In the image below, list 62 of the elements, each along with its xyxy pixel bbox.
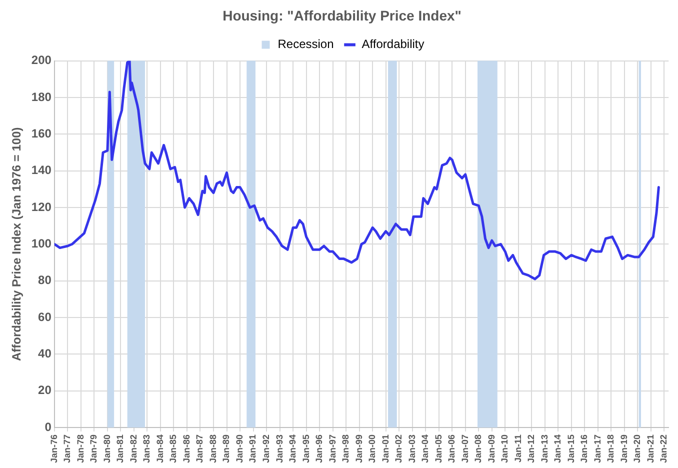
x-tick-label: Jan-02 bbox=[394, 434, 404, 464]
y-tick-label: 140 bbox=[31, 163, 52, 178]
x-tick-label: Jan-81 bbox=[115, 434, 126, 464]
x-tick-label: Jan-88 bbox=[208, 434, 218, 464]
y-tick-label: 200 bbox=[31, 53, 52, 68]
y-tick-label: 160 bbox=[31, 126, 52, 140]
x-tick-label: Jan-20 bbox=[632, 434, 642, 464]
x-tick-label: Jan-05 bbox=[433, 434, 444, 464]
x-tick-label: Jan-12 bbox=[526, 434, 536, 464]
y-tick-label: 60 bbox=[38, 310, 52, 324]
x-tick-label: Jan-80 bbox=[102, 434, 112, 464]
x-tick-label: Jan-82 bbox=[128, 434, 138, 464]
x-tick-label: Jan-15 bbox=[566, 434, 576, 464]
y-tick-label: 120 bbox=[31, 200, 52, 214]
x-tick-label: Jan-04 bbox=[420, 434, 430, 464]
x-tick-label: Jan-16 bbox=[579, 434, 590, 464]
x-tick-label: Jan-93 bbox=[274, 434, 284, 464]
x-tick-label: Jan-08 bbox=[473, 434, 484, 464]
chart-title: Housing: "Affordability Price Index" bbox=[222, 7, 462, 24]
x-tick-label: Jan-94 bbox=[288, 434, 298, 464]
x-tick-label: Jan-21 bbox=[645, 434, 656, 464]
x-tick-label: Jan-86 bbox=[181, 434, 192, 464]
x-tick-label: Jan-98 bbox=[340, 434, 351, 464]
x-tick-label: Jan-76 bbox=[48, 434, 59, 464]
x-tick-label: Jan-13 bbox=[539, 434, 550, 464]
x-tick-label: Jan-01 bbox=[380, 434, 390, 464]
legend-label: Recession bbox=[278, 37, 334, 52]
x-tick-label: Jan-18 bbox=[606, 434, 616, 464]
x-tick-label: Jan-85 bbox=[168, 434, 178, 464]
x-tick-label: Jan-87 bbox=[194, 434, 205, 464]
legend-label: Affordability bbox=[362, 37, 424, 52]
x-tick-label: Jan-06 bbox=[446, 434, 457, 464]
x-tick-label: Jan-10 bbox=[500, 434, 510, 464]
x-tick-label: Jan-97 bbox=[327, 434, 338, 464]
x-tick-label: Jan-78 bbox=[75, 434, 86, 464]
x-tick-label: Jan-07 bbox=[460, 434, 470, 464]
x-tick-label: Jan-14 bbox=[552, 434, 563, 464]
x-tick-label: Jan-92 bbox=[261, 434, 272, 464]
x-tick-label: Jan-89 bbox=[221, 434, 232, 464]
x-tick-label: Jan-90 bbox=[234, 434, 244, 464]
y-axis-title: Affordability Price Index (Jan 1976 = 100) bbox=[10, 127, 24, 362]
x-tick-label: Jan-09 bbox=[486, 434, 496, 464]
x-tick-label: Jan-91 bbox=[248, 434, 258, 464]
y-tick-label: 180 bbox=[31, 90, 52, 104]
x-tick-label: Jan-03 bbox=[406, 434, 417, 464]
x-tick-label: Jan-96 bbox=[314, 434, 324, 464]
y-tick-label: 100 bbox=[31, 236, 52, 250]
x-tick-label: Jan-19 bbox=[618, 434, 629, 464]
x-tick-label: Jan-17 bbox=[592, 434, 602, 464]
x-tick-label: Jan-11 bbox=[512, 434, 523, 463]
y-tick-label: 0 bbox=[44, 420, 52, 434]
y-tick-label: 40 bbox=[38, 346, 52, 360]
x-tick-label: Jan-83 bbox=[142, 434, 152, 464]
x-tick-label: Jan-00 bbox=[367, 434, 378, 464]
x-tick-label: Jan-84 bbox=[154, 434, 165, 464]
x-tick-label: Jan-79 bbox=[88, 434, 99, 464]
y-tick-label: 20 bbox=[38, 383, 52, 398]
x-tick-label: Jan-22 bbox=[658, 434, 669, 464]
x-tick-label: Jan-99 bbox=[354, 434, 364, 464]
y-tick-label: 80 bbox=[38, 273, 52, 288]
x-tick-label: Jan-95 bbox=[300, 434, 311, 464]
x-tick-label: Jan-77 bbox=[62, 434, 72, 464]
